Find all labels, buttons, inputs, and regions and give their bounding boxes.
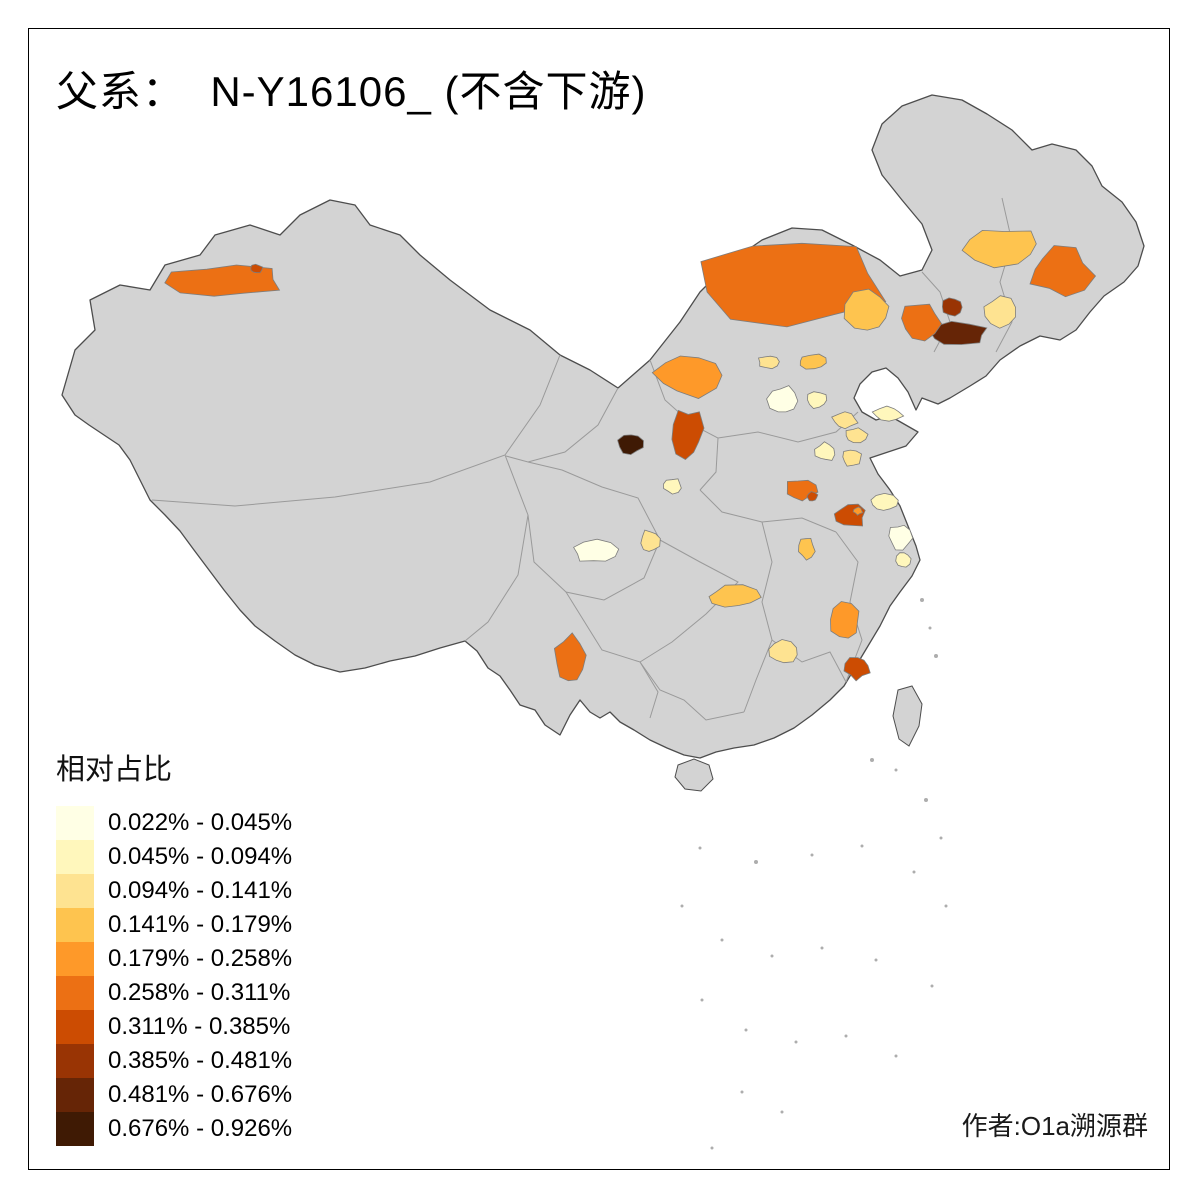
prefecture-region [930,320,988,345]
prefecture-region [164,264,281,297]
south-china-sea-islands [680,598,948,1150]
author-credit: 作者:O1a溯源群 [961,1111,1148,1141]
legend-item: 0.258% - 0.311% [56,976,292,1010]
legend-label: 0.141% - 0.179% [108,911,293,938]
legend-items: 0.022% - 0.045% 0.045% - 0.094% 0.094% - 0… [56,806,292,1146]
prefecture-patches [164,229,1097,682]
page-title: 父系： N-Y16106_ (不含下游) [56,68,647,115]
legend-item: 0.022% - 0.045% [56,806,292,840]
prefecture-region [901,303,943,342]
prefecture-region [662,478,682,495]
legend-label: 0.258% - 0.311% [108,979,291,1006]
prefecture-region [250,263,264,274]
prefecture-region [843,657,871,682]
legend-label: 0.022% - 0.045% [108,809,293,836]
prefecture-region [871,405,905,422]
legend: 相对占比 0.022% - 0.045% 0.045% - 0.094% 0.094… [56,746,292,1146]
prefecture-region [708,584,762,608]
legend-item: 0.385% - 0.481% [56,1044,292,1078]
prefecture-region [852,506,864,516]
prefecture-region [640,529,661,552]
legend-swatch [56,976,94,1010]
legend-item: 0.094% - 0.141% [56,874,292,908]
legend-swatch [56,942,94,976]
legend-item: 0.141% - 0.179% [56,908,292,942]
legend-swatch [56,1010,94,1044]
legend-title: 相对占比 [56,754,173,786]
prefecture-region [1029,245,1097,298]
prefecture-region [895,552,912,568]
legend-swatch [56,806,94,840]
prefecture-region [831,411,859,430]
prefecture-region [870,492,899,511]
legend-item: 0.179% - 0.258% [56,942,292,976]
prefecture-region [651,355,723,399]
prefecture-region [766,385,799,413]
prefecture-region [842,449,862,467]
taiwan-island [892,685,923,747]
legend-swatch [56,1044,94,1078]
legend-item: 0.481% - 0.676% [56,1078,292,1112]
prefecture-region [830,601,860,639]
prefecture-region [814,441,836,461]
prefecture-region [843,288,890,331]
prefecture-region [961,229,1037,269]
prefecture-region [768,639,798,664]
legend-swatch [56,908,94,942]
prefecture-region [845,427,869,444]
legend-label: 0.094% - 0.141% [108,877,293,904]
legend-swatch [56,1112,94,1146]
hainan-island [674,758,714,792]
legend-swatch [56,1078,94,1112]
prefecture-region [806,491,819,502]
legend-label: 0.676% - 0.926% [108,1115,293,1142]
prefecture-region [617,434,644,456]
legend-swatch [56,840,94,874]
prefecture-region [553,632,587,682]
legend-label: 0.311% - 0.385% [108,1013,291,1040]
legend-label: 0.481% - 0.676% [108,1081,293,1108]
prefecture-region [798,537,816,561]
legend-item: 0.676% - 0.926% [56,1112,292,1146]
prefecture-region [671,409,705,460]
china-mainland [61,94,1145,759]
prefecture-region [941,297,963,317]
legend-label: 0.045% - 0.094% [108,843,293,870]
legend-item: 0.311% - 0.385% [56,1010,292,1044]
prefecture-region [983,295,1017,329]
prefecture-region [573,538,620,562]
legend-label: 0.179% - 0.258% [108,945,293,972]
legend-label: 0.385% - 0.481% [108,1047,293,1074]
prefecture-region [888,524,914,551]
prefecture-region [807,391,828,409]
legend-item: 0.045% - 0.094% [56,840,292,874]
prefecture-region [799,353,827,370]
legend-swatch [56,874,94,908]
prefecture-region [700,242,887,328]
prefecture-region [757,355,780,370]
